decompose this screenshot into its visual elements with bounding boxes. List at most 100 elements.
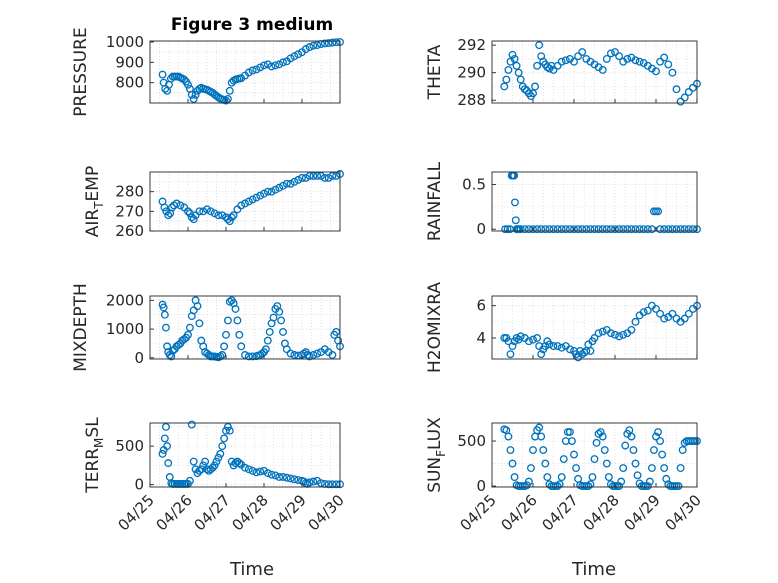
data-point [290,52,299,61]
data-point [313,171,322,180]
data-point [256,191,265,200]
data-point [191,90,200,99]
data-point [647,464,656,473]
data-point [191,465,200,474]
data-point [324,39,333,47]
data-point [233,316,242,325]
data-point [504,65,513,74]
data-point [506,350,515,359]
data-point [652,432,660,441]
y-axis-label: MIXDEPTH [71,283,91,372]
data-point [541,459,550,468]
data-point [223,316,232,325]
axes-box [491,40,698,104]
data-point [598,327,607,336]
data-point [185,323,194,332]
data-point [623,225,632,234]
data-point [615,52,624,61]
data-point [260,61,268,70]
data-point [162,422,170,431]
data-point [570,225,578,234]
y-tick-label: 900 [115,53,144,71]
data-point [164,211,173,220]
data-point [248,352,257,361]
data-point [267,62,276,71]
data-point [210,209,219,218]
data-point [218,442,227,451]
data-point [229,211,238,220]
data-point [650,446,658,454]
data-point [590,334,599,342]
data-point [220,434,229,443]
data-point [267,470,276,479]
data-point [602,54,611,63]
data-point [535,423,544,432]
data-point [516,225,525,234]
data-point [598,65,607,74]
data-point [256,63,265,72]
data-point [529,335,537,344]
data-point [524,477,533,486]
data-point [643,225,652,234]
data-point [189,457,198,466]
data-point [557,343,566,352]
data-point [332,328,341,336]
data-point [294,50,303,59]
data-point [557,225,566,234]
data-point [606,49,615,58]
data-point [549,342,558,351]
data-point [631,459,640,468]
data-point [590,225,599,234]
data-point [654,207,662,216]
data-point [223,422,232,431]
data-point [184,207,192,216]
data-point [159,303,168,312]
data-point [172,199,181,208]
data-point [201,457,210,466]
data-point [615,482,624,491]
data-point [263,187,272,196]
x-axis-label-right: Time [571,559,616,580]
y-tick-label: 0 [476,220,486,238]
y-tick-label: 270 [115,202,144,220]
data-point [301,45,310,54]
data-point [501,225,510,234]
data-point [225,217,234,226]
data-point [654,428,662,436]
data-point [565,345,574,354]
data-point [602,225,611,234]
data-point [574,474,583,483]
data-point [527,464,535,473]
data-point [180,75,189,84]
data-point [676,97,685,106]
data-point [660,314,669,323]
axes-box [491,422,698,488]
data-point [656,437,665,445]
data-point [553,225,562,234]
data-point [286,179,295,188]
data-point [275,183,284,192]
data-point [210,461,219,470]
data-point [615,225,624,234]
data-point [275,473,284,481]
data-point [619,225,628,234]
data-point [568,437,576,445]
data-point [561,56,570,65]
data-point [313,41,322,50]
data-point [582,225,591,234]
x-tick-label: 04/30 [305,491,348,534]
data-point [676,225,685,234]
data-point [271,471,280,480]
data-point [162,323,170,332]
y-axis-label-part: SL [83,417,103,438]
data-point [660,464,669,473]
y-tick-label: 2000 [106,291,144,309]
data-point [598,432,607,441]
data-point [510,54,519,63]
data-point [512,334,521,342]
data-point [317,479,325,488]
x-tick-label: 04/27 [191,491,234,534]
data-point [611,330,619,339]
